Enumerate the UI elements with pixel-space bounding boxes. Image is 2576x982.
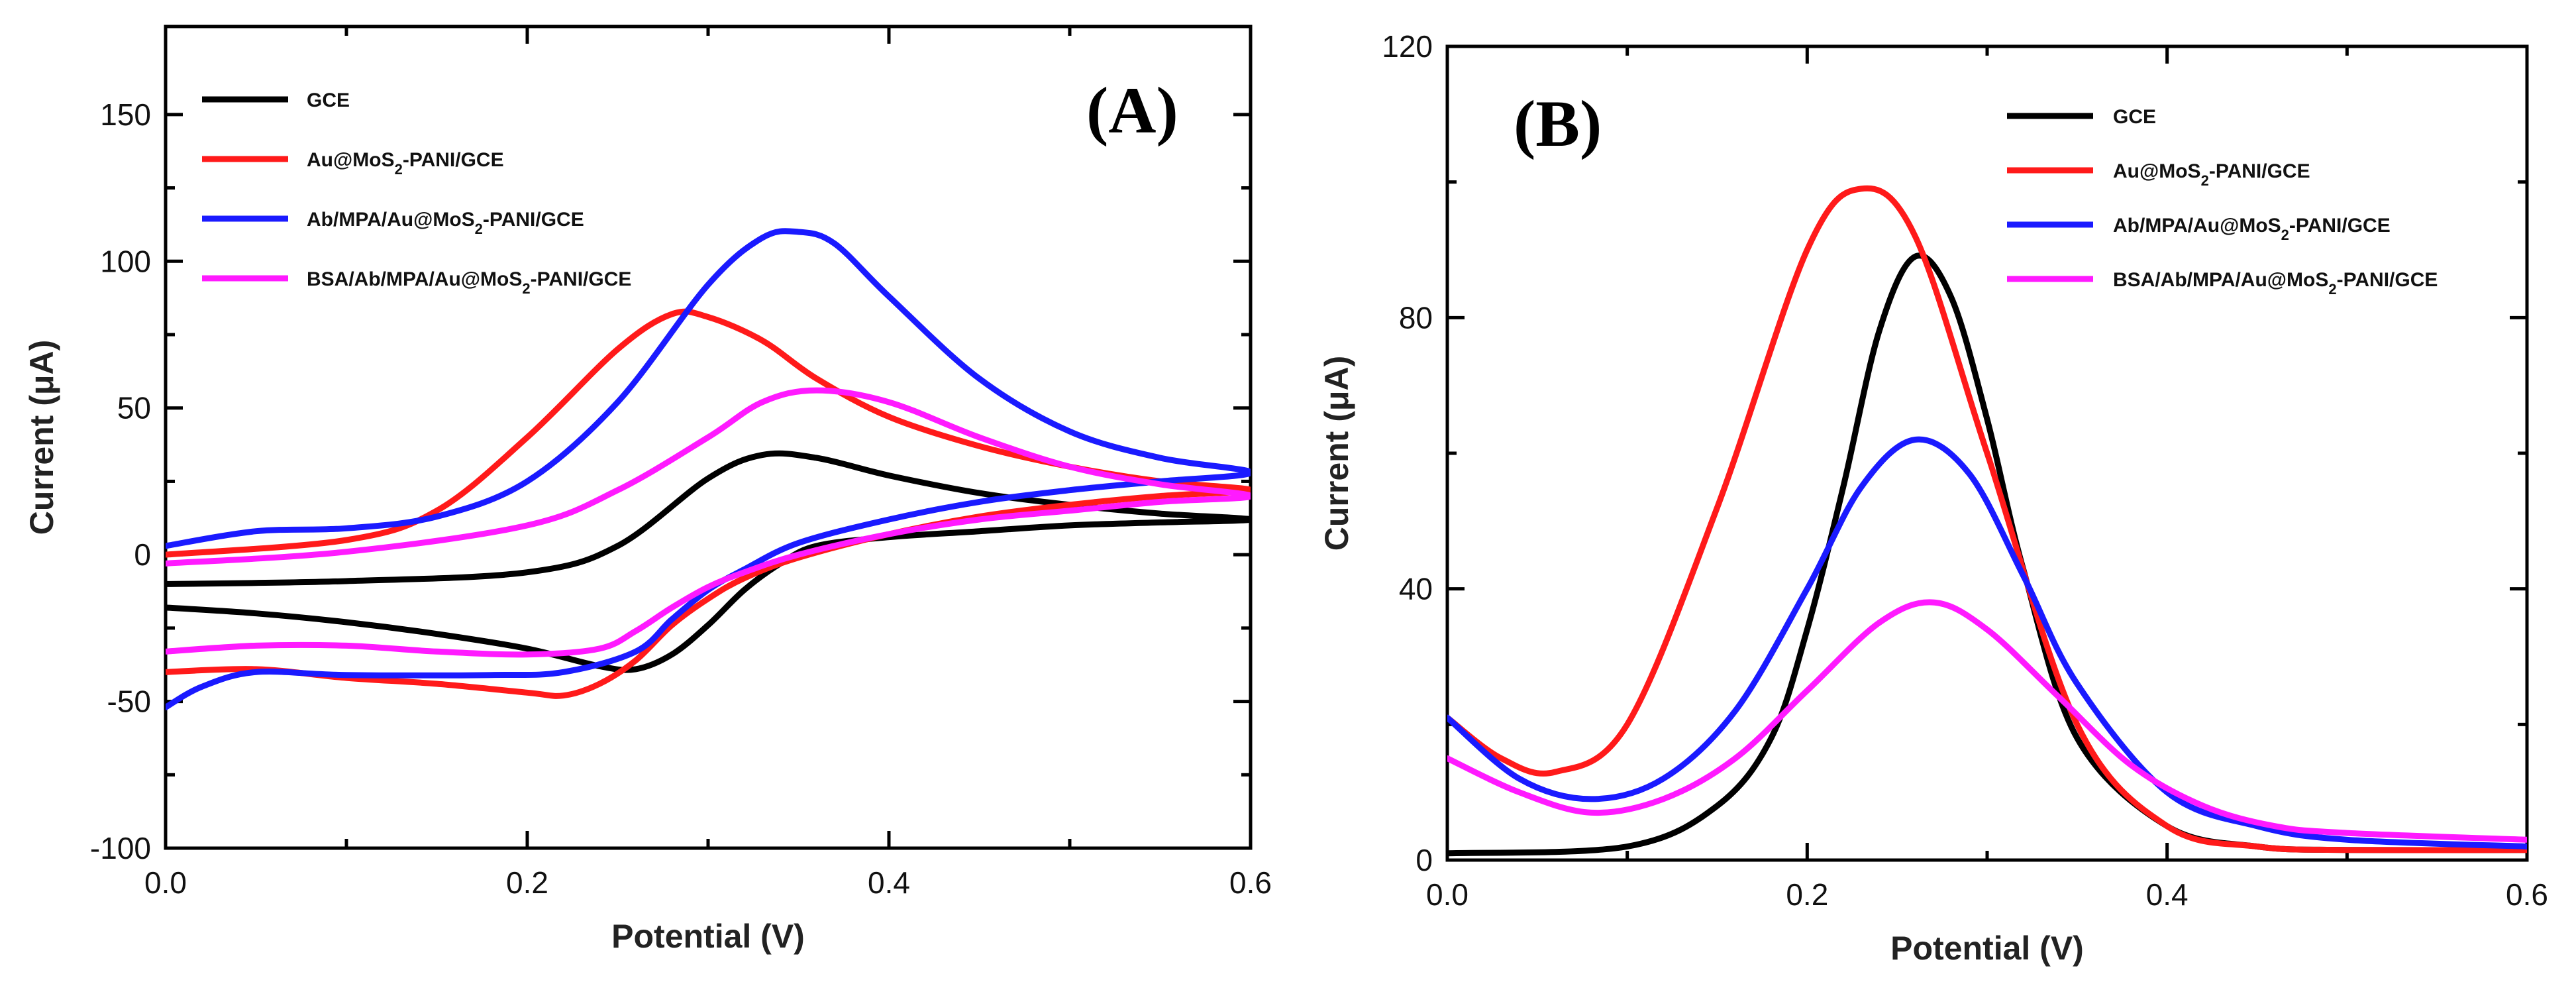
y-tick-label-a: 50 [117,391,151,425]
x-tick-label-a: 0.6 [1229,865,1272,900]
y-tick-label-a: 150 [100,97,151,132]
y-tick-label-a: 0 [134,537,151,572]
x-tick-label-a: 0.4 [868,865,910,900]
series-line-au-b [1447,185,2527,853]
y-tick-label-b: 40 [1399,572,1433,606]
y-tick-label-a: -50 [107,684,151,719]
series-line-au-a [166,308,1251,699]
y-tick-label-b: 120 [1382,29,1433,64]
legend-label-au-b: Au@MoS2-PANI/GCE [2113,160,2310,189]
y-tick-label-b: 0 [1416,843,1433,877]
series-line-bsa-a [166,387,1251,658]
legend-label-au-a: Au@MoS2-PANI/GCE [307,149,504,178]
y-axis-title-a: Current (μA) [23,340,60,535]
panel-label-a: (A) [1086,74,1178,147]
y-tick-label-a: -100 [90,831,151,865]
legend-label-ab-b: Ab/MPA/Au@MoS2-PANI/GCE [2113,215,2391,243]
x-tick-label-b: 0.4 [2146,877,2189,912]
x-axis-title-a: Potential (V) [611,918,805,955]
legend-label-bsa-b: BSA/Ab/MPA/Au@MoS2-PANI/GCE [2113,269,2438,298]
x-tick-label-b: 0.6 [2506,877,2548,912]
panel-label-b: (B) [1514,87,1602,160]
legend-label-bsa-a: BSA/Ab/MPA/Au@MoS2-PANI/GCE [307,268,631,297]
y-tick-label-b: 80 [1399,300,1433,335]
x-tick-label-b: 0.2 [1786,877,1828,912]
x-tick-label-b: 0.0 [1426,877,1468,912]
legend-label-gce-b: GCE [2113,106,2156,128]
y-axis-title-b: Current (μA) [1318,356,1355,551]
legend-label-gce-a: GCE [307,89,350,111]
series-line-ab-a [166,228,1251,710]
series-line-ab-b [1447,436,2527,849]
series-line-bsa-b [1447,599,2527,843]
legend-label-ab-a: Ab/MPA/Au@MoS2-PANI/GCE [307,209,584,237]
y-tick-label-a: 100 [100,244,151,278]
panel-a: 0.0 0.2 0.4 0.6 -100 -50 0 50 100 150 Potential (V… [23,25,1272,955]
x-axis-title-b: Potential (V) [1890,930,2084,967]
x-tick-label-a: 0.2 [506,865,548,900]
x-tick-label-a: 0.0 [144,865,187,900]
panel-b: 0.0 0.2 0.4 0.6 0 40 80 120 Potential (V) Current… [1318,29,2548,967]
series-line-gce-b [1447,252,2527,857]
